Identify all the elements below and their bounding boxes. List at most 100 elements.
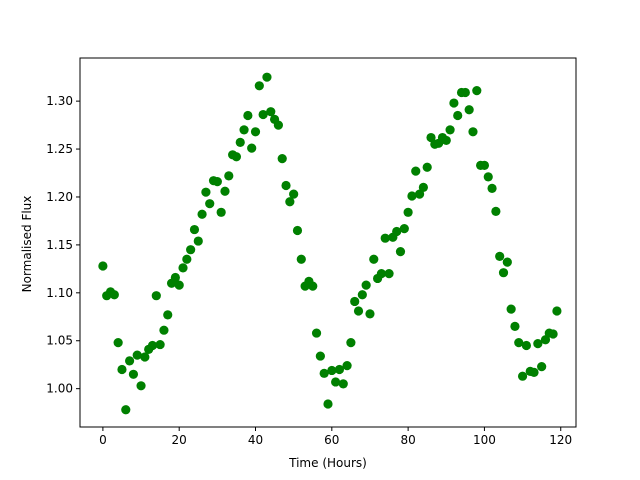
- data-point: [407, 191, 417, 201]
- data-point: [266, 107, 276, 117]
- data-point: [395, 247, 406, 257]
- data-point: [121, 405, 131, 415]
- data-point: [338, 379, 348, 389]
- data-point: [346, 338, 356, 348]
- data-point: [98, 261, 108, 271]
- data-point: [258, 109, 268, 120]
- data-point: [392, 226, 402, 237]
- data-point: [533, 339, 543, 349]
- data-point: [479, 160, 490, 170]
- plot-area: [79, 57, 577, 428]
- data-point: [468, 127, 478, 137]
- data-point: [365, 309, 375, 319]
- x-axis-ticks: 0 20 40 60 80 100 120: [99, 427, 572, 447]
- data-point: [422, 162, 432, 172]
- y-tick-label: 1.10: [46, 286, 73, 300]
- data-point: [521, 340, 532, 351]
- data-point: [296, 254, 306, 264]
- data-point: [289, 189, 299, 199]
- x-tick-label: 100: [473, 433, 496, 447]
- data-point: [426, 132, 436, 143]
- data-point: [540, 335, 551, 345]
- data-point: [235, 137, 245, 147]
- data-point: [151, 291, 161, 301]
- y-axis-ticks: 1.00 1.05 1.10 1.15 1.20 1.25 1.30: [46, 94, 80, 396]
- data-point: [483, 172, 493, 182]
- data-point: [449, 98, 459, 108]
- x-tick-label: 80: [400, 433, 415, 447]
- data-point: [163, 310, 173, 320]
- data-point: [510, 321, 520, 331]
- data-point: [212, 177, 222, 187]
- data-point: [174, 280, 184, 290]
- data-point: [147, 340, 158, 351]
- y-tick-label: 1.00: [46, 382, 73, 396]
- data-point: [548, 329, 558, 339]
- data-point: [331, 377, 341, 387]
- data-point: [418, 182, 428, 192]
- data-point: [220, 186, 230, 196]
- x-axis-label: Time (Hours): [288, 456, 367, 470]
- data-point: [399, 224, 409, 234]
- data-point: [403, 207, 413, 217]
- data-point: [517, 371, 528, 381]
- data-point: [334, 364, 345, 375]
- data-point: [495, 251, 505, 261]
- data-point: [197, 209, 207, 219]
- data-point: [537, 362, 547, 372]
- data-point: [472, 85, 482, 96]
- data-point: [350, 296, 360, 307]
- data-point: [460, 87, 470, 98]
- data-point: [487, 183, 497, 193]
- y-tick-label: 1.15: [46, 238, 73, 252]
- data-point: [445, 125, 455, 135]
- data-point: [319, 368, 329, 378]
- data-point: [342, 361, 352, 371]
- data-point: [155, 339, 165, 350]
- data-point: [506, 304, 516, 314]
- data-point: [125, 356, 135, 366]
- data-point: [369, 254, 379, 264]
- y-tick-label: 1.20: [46, 190, 73, 204]
- data-point: [159, 325, 169, 335]
- x-tick-label: 40: [248, 433, 263, 447]
- data-point: [357, 290, 367, 300]
- data-point: [353, 306, 364, 316]
- x-tick-label: 0: [99, 433, 107, 447]
- data-point: [498, 268, 509, 278]
- data-point: [262, 72, 272, 82]
- data-point: [205, 199, 215, 209]
- data-point: [247, 143, 257, 153]
- data-point: [380, 233, 390, 243]
- data-point: [491, 206, 501, 216]
- data-point: [277, 154, 287, 164]
- y-axis-label: Normalised Flux: [20, 196, 34, 293]
- data-point: [128, 369, 139, 379]
- data-point: [250, 127, 261, 137]
- data-point: [323, 399, 333, 409]
- data-point: [552, 306, 562, 316]
- x-tick-label: 20: [172, 433, 187, 447]
- data-point: [132, 350, 142, 360]
- data-point: [193, 236, 203, 246]
- y-tick-label: 1.25: [46, 142, 73, 156]
- data-point: [414, 189, 425, 199]
- data-point: [170, 272, 180, 283]
- data-point: [136, 381, 146, 391]
- data-point: [453, 110, 463, 121]
- data-point: [224, 171, 234, 181]
- data-point: [231, 152, 242, 162]
- data-point: [178, 263, 188, 273]
- data-point: [254, 81, 264, 91]
- data-point: [514, 338, 524, 348]
- data-point: [464, 105, 474, 115]
- data-point: [281, 180, 291, 191]
- y-tick-label: 1.05: [46, 334, 73, 348]
- data-point: [529, 367, 539, 377]
- data-point: [384, 269, 394, 279]
- data-point: [308, 281, 318, 291]
- data-point: [273, 120, 283, 130]
- data-point: [441, 135, 451, 146]
- data-point: [376, 269, 387, 279]
- data-markers: [98, 72, 562, 415]
